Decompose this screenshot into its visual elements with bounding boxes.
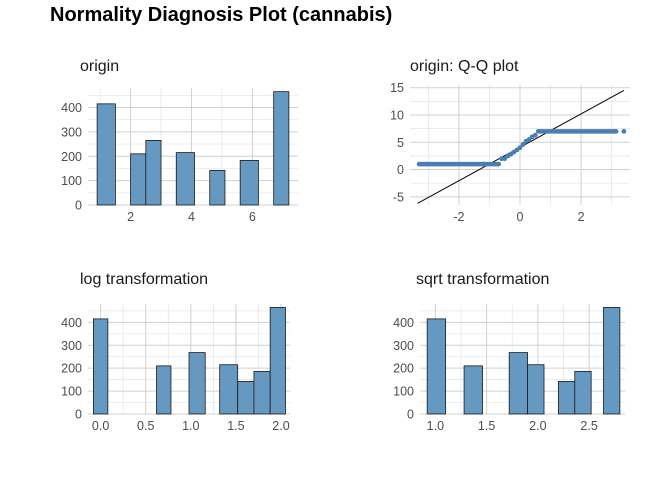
histogram-bar <box>96 103 116 206</box>
y-tick-label: 200 <box>61 362 82 376</box>
y-tick-label: 400 <box>61 101 82 115</box>
panel-title: sqrt transformation <box>416 271 549 288</box>
y-tick-label: 300 <box>61 339 82 353</box>
histogram-bar <box>574 370 592 415</box>
chart-panel-1: origin 0 100 200 300 400 2 4 6 <box>61 58 298 224</box>
y-tick-label: -5 <box>393 190 404 204</box>
histogram-bar <box>603 307 621 415</box>
chart-panel-3: log transformation 0 100 200 300 400 0.0 0.5 1.0… <box>61 271 290 433</box>
y-tick-label: 10 <box>390 109 404 123</box>
x-tick-label: 1.0 <box>182 419 199 433</box>
qq-point <box>520 142 526 147</box>
x-tick-label: 4 <box>188 210 195 224</box>
chart-panel-2: origin: Q-Q plot -5 0 5 10 15 -2 0 2 <box>390 58 630 224</box>
x-tick-label: 2 <box>127 210 134 224</box>
chart-panel-4: sqrt transformation 0 100 200 300 400 1.0 1.5 2.… <box>393 271 625 433</box>
x-tick-label: 2 <box>578 210 585 224</box>
histogram-bar <box>508 352 529 415</box>
histogram-bar <box>557 381 576 415</box>
histogram-bar <box>130 153 147 206</box>
x-tick-label: 2.0 <box>272 419 289 433</box>
histogram-bar <box>269 307 286 415</box>
histogram-bar <box>239 159 259 206</box>
y-tick-label: 0 <box>75 408 82 422</box>
qq-point <box>424 161 430 167</box>
qq-point <box>517 145 523 151</box>
x-tick-label: 6 <box>249 210 256 224</box>
histogram-bar <box>209 169 226 206</box>
histogram-bar <box>527 364 545 415</box>
qq-point <box>502 156 508 162</box>
histogram-bar <box>426 318 447 415</box>
histogram-bar <box>145 140 162 206</box>
qq-point <box>535 128 541 134</box>
y-tick-label: 300 <box>393 339 414 353</box>
x-tick-label: 0.0 <box>92 419 109 433</box>
page-title: Normality Diagnosis Plot (cannabis) <box>50 4 393 26</box>
qq-point <box>526 137 532 142</box>
x-tick-label: 1.5 <box>227 419 244 433</box>
x-tick-label: 1.0 <box>427 419 444 433</box>
y-tick-label: 0 <box>397 163 404 177</box>
histogram-bar <box>273 91 290 206</box>
y-tick-label: 100 <box>61 385 82 399</box>
histogram-bar <box>156 365 172 415</box>
qq-point <box>532 132 538 138</box>
y-tick-label: 400 <box>393 316 414 330</box>
x-tick-label: 0 <box>517 210 524 224</box>
panel-title: origin <box>80 58 119 75</box>
panel-title: origin: Q-Q plot <box>410 58 519 75</box>
y-tick-label: 100 <box>61 174 82 188</box>
histogram-bar <box>93 318 109 415</box>
x-tick-label: 0.5 <box>137 419 154 433</box>
qq-point <box>480 161 486 167</box>
histogram-bar <box>237 381 255 415</box>
y-tick-label: 400 <box>61 316 82 330</box>
x-tick-label: 2.5 <box>580 419 597 433</box>
qq-point <box>612 128 618 134</box>
qq-point <box>416 161 422 167</box>
histogram-bar <box>463 365 483 415</box>
y-tick-label: 5 <box>397 136 404 150</box>
histogram-bar <box>175 152 195 206</box>
x-tick-label: -2 <box>453 210 464 224</box>
y-tick-label: 100 <box>393 385 414 399</box>
y-tick-label: 200 <box>393 362 414 376</box>
x-tick-label: 1.5 <box>478 419 495 433</box>
y-tick-label: 200 <box>61 150 82 164</box>
y-tick-label: 0 <box>75 199 82 213</box>
histogram-bar <box>219 364 239 415</box>
histogram-bar <box>188 352 206 415</box>
qq-point <box>621 128 627 134</box>
qq-point <box>496 161 502 167</box>
panel-title: log transformation <box>80 271 208 288</box>
histogram-bar <box>253 370 271 415</box>
x-tick-label: 2.0 <box>529 419 546 433</box>
y-tick-label: 15 <box>390 81 404 95</box>
y-tick-label: 0 <box>407 408 414 422</box>
y-tick-label: 300 <box>61 125 82 139</box>
